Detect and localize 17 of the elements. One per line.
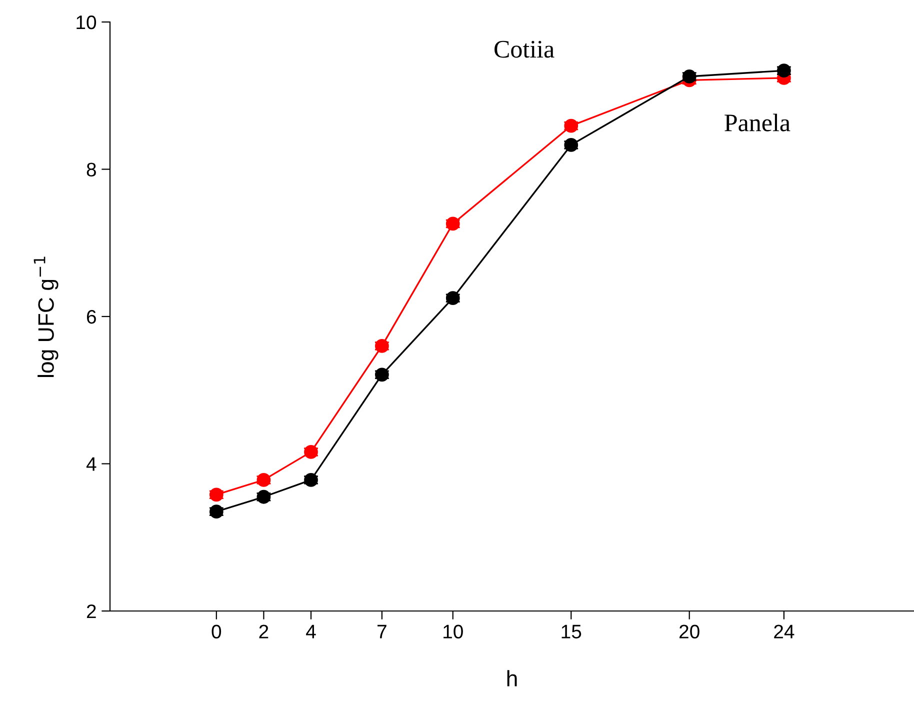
y-tick-label: 4 — [86, 457, 96, 471]
x-tick-label: 15 — [562, 624, 582, 638]
annotation: Cotiia — [494, 40, 554, 58]
x-tick-label: 2 — [259, 624, 268, 638]
x-axis-title: h — [507, 670, 517, 686]
y-tick-label: 2 — [86, 604, 96, 618]
y-tick-label: 10 — [76, 15, 96, 30]
annotation: Panela — [724, 114, 790, 132]
x-tick-label: 0 — [212, 624, 222, 638]
y-tick-label: 8 — [86, 162, 96, 176]
x-tick-label: 20 — [680, 624, 700, 638]
y-tick-label: 6 — [86, 310, 96, 324]
x-tick-label: 4 — [306, 624, 316, 638]
x-tick-label: 10 — [444, 624, 463, 638]
y-axis-title: log UFC g$^{−1}$ — [34, 256, 58, 378]
x-tick-label: 24 — [774, 624, 794, 638]
x-tick-label: 7 — [378, 624, 386, 638]
